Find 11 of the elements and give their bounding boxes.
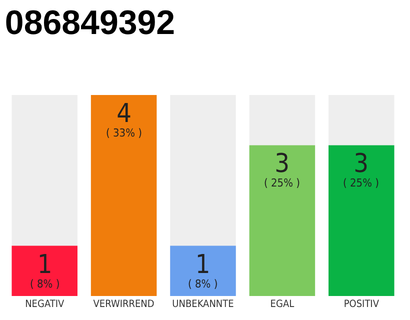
data-label: 4 ( 33% ) xyxy=(106,99,142,140)
x-tick-label: EGAL xyxy=(270,299,294,310)
chart-title: 086849392 xyxy=(4,4,176,42)
x-tick-label: VERWIRREND xyxy=(93,299,154,310)
data-label: 1 ( 8% ) xyxy=(30,250,60,290)
data-label: 3 ( 25% ) xyxy=(343,149,380,190)
x-tick-label: POSITIV xyxy=(344,299,380,310)
x-tick-label: UNBEKANNTE xyxy=(172,299,234,310)
data-label: 1 ( 8% ) xyxy=(188,250,218,290)
data-label: 3 ( 25% ) xyxy=(264,149,300,190)
x-tick-label: NEGATIV xyxy=(25,299,65,310)
